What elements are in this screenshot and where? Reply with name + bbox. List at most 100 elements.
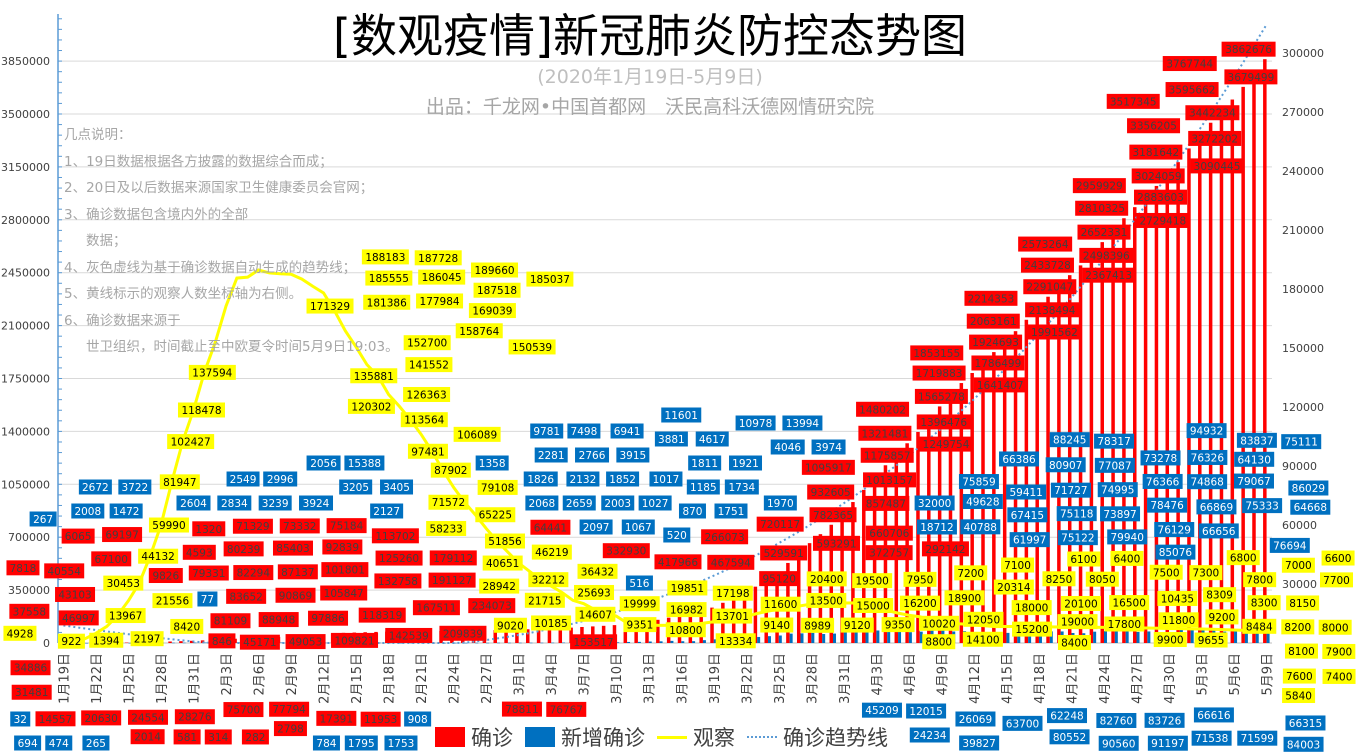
legend-item-new[interactable]: 新增确诊 bbox=[525, 722, 645, 752]
new-confirmed-data-label-box bbox=[344, 455, 385, 471]
confirmed-data-label-box bbox=[182, 544, 216, 560]
new-confirmed-data-label: 91197 bbox=[1151, 738, 1184, 750]
observe-data-label-box bbox=[407, 443, 448, 459]
observe-data-label-box bbox=[306, 298, 354, 314]
confirmed-data-label: 132758 bbox=[378, 576, 418, 588]
observe-data-label-box bbox=[347, 398, 395, 414]
new-confirmed-data-label: 26069 bbox=[959, 714, 992, 726]
confirmed-data-label-box bbox=[914, 388, 968, 404]
new-confirmed-data-label-box bbox=[962, 493, 1003, 509]
observe-data-label: 7600 bbox=[1286, 671, 1313, 683]
confirmed-data-label: 40554 bbox=[48, 566, 82, 578]
confirmed-data-label: 79331 bbox=[192, 568, 225, 580]
confirmed-data-label-box bbox=[223, 702, 264, 718]
left-tick-label: 2100000 bbox=[1, 320, 50, 333]
observe-data-label: 58233 bbox=[429, 523, 462, 535]
observe-data-label: 8300 bbox=[1251, 598, 1278, 610]
x-tick-label: 4月15日 bbox=[1000, 653, 1015, 704]
legend-item-confirmed[interactable]: 确诊 bbox=[435, 722, 513, 752]
observe-data-label-box bbox=[531, 544, 572, 560]
left-tick-label: 3150000 bbox=[1, 161, 50, 174]
new-confirmed-data-label: 83726 bbox=[1148, 715, 1182, 727]
right-tick-label: 120000 bbox=[1282, 401, 1324, 414]
observe-data-label-box bbox=[619, 596, 660, 612]
new-confirmed-data-label: 265 bbox=[86, 738, 106, 750]
x-tick-label: 4月12日 bbox=[968, 653, 983, 704]
legend-item-observe[interactable]: 观察 bbox=[657, 722, 735, 752]
confirmed-bar bbox=[547, 628, 552, 643]
confirmed-data-label-box bbox=[570, 634, 618, 650]
observe-data-label: 102427 bbox=[171, 437, 211, 449]
observe-data-label-box bbox=[577, 563, 618, 579]
observe-data-label: 6800 bbox=[1230, 553, 1257, 565]
confirmed-data-label-box bbox=[192, 521, 226, 537]
confirmed-data-label-box bbox=[701, 529, 749, 545]
confirmed-data-label: 118319 bbox=[362, 610, 402, 622]
legend-label: 观察 bbox=[693, 726, 735, 750]
observe-data-label: 9200 bbox=[1209, 612, 1236, 624]
confirmed-data-label-box bbox=[973, 377, 1027, 393]
left-tick-label: 1400000 bbox=[1, 425, 50, 438]
new-confirmed-data-label-box bbox=[530, 423, 564, 439]
observe-data-label-box bbox=[418, 269, 466, 285]
new-confirmed-data-label: 3881 bbox=[658, 434, 685, 446]
observe-data-label-box bbox=[1243, 572, 1277, 588]
confirmed-data-label-box bbox=[58, 610, 99, 626]
observe-data-label: 12050 bbox=[967, 614, 1000, 626]
x-tick-label: 4月18日 bbox=[1033, 653, 1048, 704]
new-confirmed-data-label: 61997 bbox=[1013, 535, 1046, 547]
new-confirmed-data-label-box bbox=[1288, 480, 1329, 496]
confirmed-data-label-box bbox=[530, 519, 571, 535]
new-confirmed-data-label: 80907 bbox=[1049, 460, 1082, 472]
confirmed-data-label: 314 bbox=[208, 732, 228, 744]
new-confirmed-data-label-box bbox=[909, 727, 950, 743]
confirmed-data-label: 7818 bbox=[10, 563, 37, 575]
new-confirmed-bar bbox=[551, 642, 555, 644]
confirmed-data-label-box bbox=[468, 598, 516, 614]
new-confirmed-data-label: 2003 bbox=[604, 498, 631, 510]
observe-data-label-box bbox=[479, 578, 520, 594]
confirmed-data-label-box bbox=[188, 565, 229, 581]
new-confirmed-data-label-box bbox=[914, 495, 955, 511]
new-confirmed-data-label-box bbox=[906, 703, 947, 719]
new-confirmed-data-label-box bbox=[625, 575, 653, 591]
chart-source-wrap: 出品：千龙网•中国首都网 沃民高科沃德网情研究院 bbox=[0, 92, 1300, 119]
observe-data-label: 8150 bbox=[1289, 598, 1316, 610]
new-confirmed-data-label: 86029 bbox=[1292, 483, 1325, 495]
observe-data-label-box bbox=[167, 434, 215, 450]
confirmed-data-label-box bbox=[969, 334, 1023, 350]
observe-data-label-box bbox=[365, 270, 413, 286]
legend-item-trend[interactable]: 确诊趋势线 bbox=[747, 722, 888, 752]
observe-data-label: 13334 bbox=[719, 636, 753, 648]
confirmed-data-label: 75184 bbox=[330, 521, 364, 533]
confirmed-data-label: 9826 bbox=[152, 571, 179, 583]
confirmed-data-label: 266073 bbox=[705, 532, 745, 544]
confirmed-bar bbox=[1219, 111, 1224, 644]
observe-data-label: 32212 bbox=[532, 575, 565, 587]
observe-data-label: 20314 bbox=[997, 582, 1031, 594]
new-confirmed-bar bbox=[811, 632, 815, 643]
observe-data-label-box bbox=[806, 571, 847, 587]
confirmed-data-label-box bbox=[173, 729, 201, 745]
confirmed-bar bbox=[179, 641, 183, 643]
confirmed-data-label-box bbox=[11, 684, 52, 700]
confirmed-bar bbox=[851, 502, 855, 643]
observe-data-label-box bbox=[416, 293, 464, 309]
new-confirmed-data-label: 2672 bbox=[82, 482, 109, 494]
confirmed-data-label: 24554 bbox=[131, 712, 165, 724]
new-confirmed-data-label: 3974 bbox=[815, 442, 842, 454]
new-confirmed-data-label-box bbox=[29, 511, 57, 527]
new-confirmed-bar bbox=[778, 635, 782, 643]
observe-data-label-box bbox=[852, 573, 893, 589]
confirmed-bar bbox=[1165, 175, 1170, 643]
confirmed-bar bbox=[1230, 99, 1235, 643]
new-confirmed-data-label: 94932 bbox=[1190, 426, 1223, 438]
new-confirmed-bar bbox=[822, 634, 826, 643]
new-confirmed-bar bbox=[388, 642, 392, 644]
observe-data-label-box bbox=[1205, 609, 1239, 625]
new-confirmed-data-label: 520 bbox=[667, 530, 687, 542]
confirmed-data-label: 846 bbox=[212, 636, 232, 648]
confirmed-bar bbox=[1143, 195, 1148, 643]
new-confirmed-data-label-box bbox=[678, 503, 706, 519]
observe-data-label-box bbox=[801, 617, 835, 633]
